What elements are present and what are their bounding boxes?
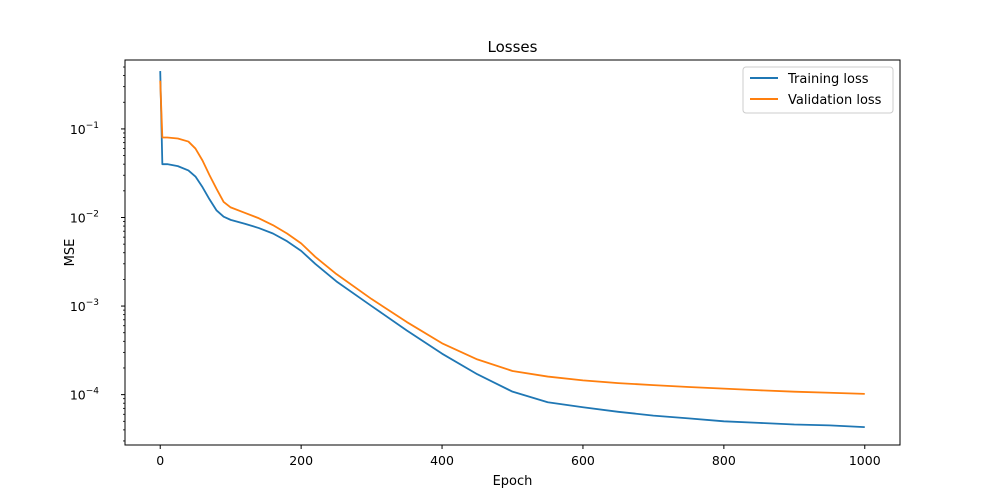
x-tick-label: 0 <box>156 453 164 468</box>
series-line-training <box>159 71 865 428</box>
x-tick-label: 400 <box>430 453 454 468</box>
legend-label-validation: Validation loss <box>788 93 882 108</box>
axes-frame <box>124 59 901 446</box>
x-tick-label: 600 <box>571 453 595 468</box>
legend: Training loss Validation loss <box>742 66 894 114</box>
x-axis-label: Epoch <box>493 474 533 489</box>
chart-title: Losses <box>488 38 538 56</box>
legend-label-training: Training loss <box>787 72 869 87</box>
x-tick-label: 200 <box>289 453 313 468</box>
x-tick-label: 800 <box>712 453 736 468</box>
x-tick-label: 1000 <box>849 453 881 468</box>
series-line-validation <box>159 80 865 395</box>
legend-frame <box>742 66 894 114</box>
y-axis-label: MSE <box>63 239 78 267</box>
